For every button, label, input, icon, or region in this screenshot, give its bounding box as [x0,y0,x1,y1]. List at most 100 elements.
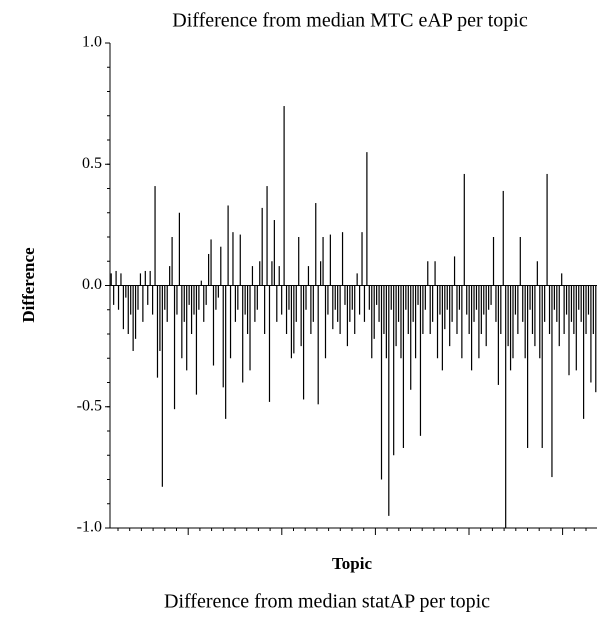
bar [227,205,229,286]
bar [203,285,205,322]
bar [354,285,356,334]
bar [495,285,497,322]
bar [561,273,563,286]
bar [298,237,300,286]
bar [361,232,363,286]
bar [222,285,224,388]
bar [259,261,261,286]
bar [271,261,273,286]
bar [439,285,441,315]
bar [134,285,137,339]
bar [395,285,397,347]
bar [339,285,341,334]
bar [578,285,580,310]
bar [424,285,426,310]
bar [288,285,290,310]
bar [142,285,144,322]
bar [490,285,492,305]
y-tick-label: 0.5 [82,155,102,172]
bar [565,285,568,315]
bar [393,285,395,456]
bar [512,285,514,359]
bar [568,285,570,376]
bar [283,106,285,286]
bar [212,285,215,366]
bar [239,234,241,286]
bar [410,285,412,390]
bar [461,285,463,359]
bar [208,253,210,286]
bar [397,285,400,322]
bar [264,285,266,334]
bar [371,285,373,359]
bar [154,186,156,286]
bar [422,285,424,334]
bar [575,285,577,371]
bar [522,285,524,322]
bar [266,186,268,286]
bar [256,285,258,310]
bar [149,270,151,286]
bar [205,285,207,305]
bar [534,285,536,347]
bar [130,285,132,315]
bar [190,285,193,334]
bar [220,246,222,286]
bar [261,207,263,286]
bar [556,285,558,322]
bar [505,285,507,528]
bar [305,285,307,310]
bar [444,285,446,330]
bar [488,285,490,310]
bar [436,285,439,359]
bar [580,285,582,322]
bar [132,285,134,351]
y-tick-label: -0.5 [77,397,102,414]
bar [200,280,202,286]
bar [570,285,573,322]
bar [529,285,531,310]
bar [186,285,188,371]
bar [178,212,180,286]
bar [137,285,139,310]
bar [113,285,115,305]
bar [483,285,485,315]
bar [246,285,249,334]
bar [327,285,329,315]
y-tick-label: 0.0 [82,276,102,293]
bar [127,285,129,334]
bar [120,273,122,286]
bar [307,266,310,286]
bar [268,285,271,402]
bar [115,270,117,286]
bar [514,285,517,315]
bar [356,273,358,286]
bar [590,285,592,383]
bar [349,285,351,322]
bar [536,261,538,286]
bar [402,285,405,448]
bar [346,285,349,347]
bar [122,285,124,330]
x-axis-label: Topic [332,554,372,573]
bar [544,285,546,322]
bar [147,285,149,305]
bar [229,285,232,359]
bar [478,285,480,359]
bar [553,285,555,310]
bar [198,285,200,310]
bar [302,285,305,400]
bar [380,285,383,480]
bar [188,285,190,305]
bar [242,285,244,383]
bar [473,285,475,322]
bar [183,285,185,322]
bar [312,285,314,322]
bar [110,273,112,286]
bar [249,285,251,371]
bar [441,285,443,371]
bar [451,285,453,322]
bar [595,285,597,393]
bar [358,285,361,315]
bar [176,285,178,315]
